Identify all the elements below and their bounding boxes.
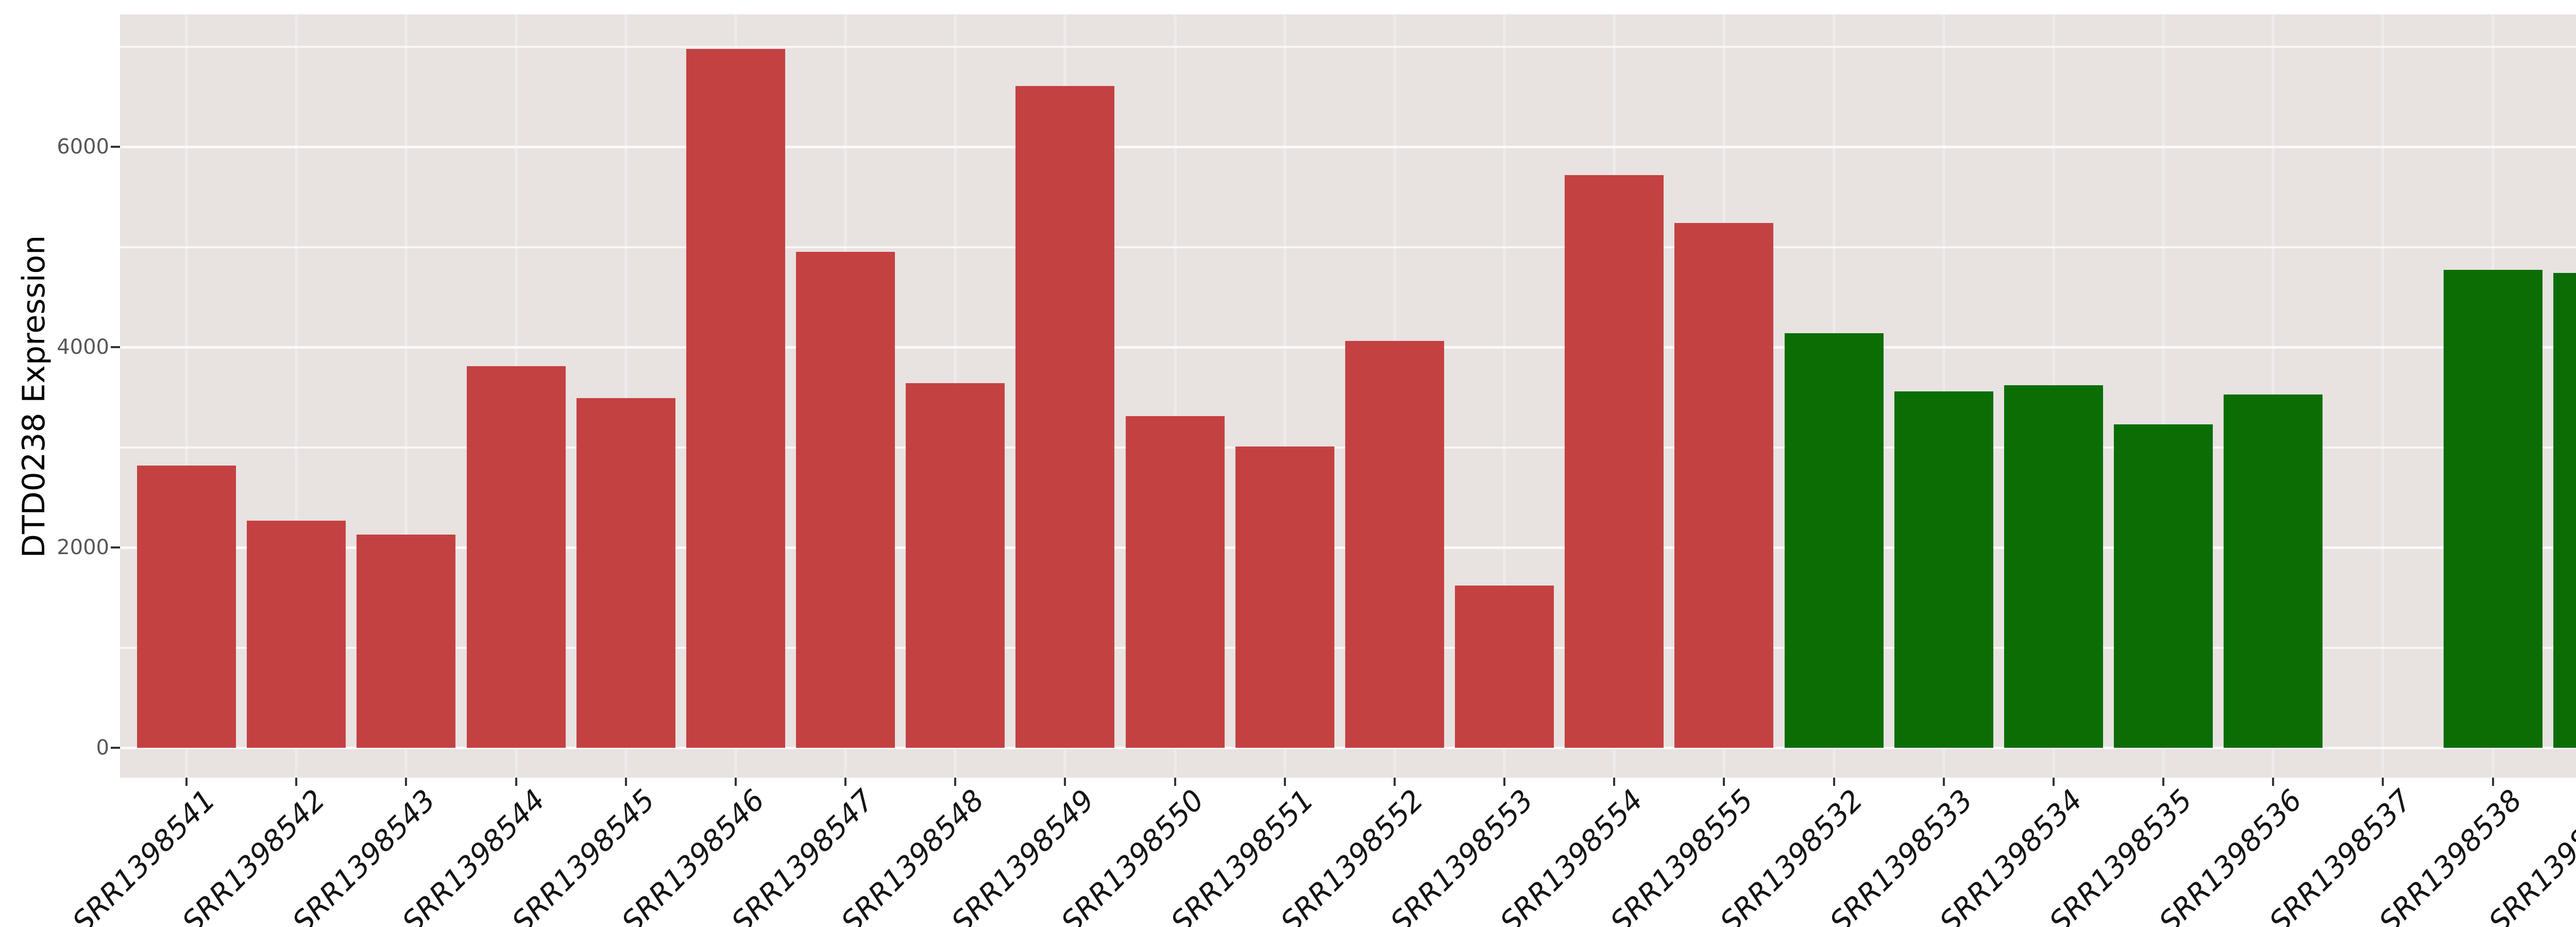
bar-SRR1398555 bbox=[1674, 223, 1774, 748]
bar-SRR1398544 bbox=[466, 366, 566, 748]
y-tick-label: 2000 bbox=[57, 536, 109, 560]
bar-SRR1398543 bbox=[357, 534, 456, 748]
gridline-vertical bbox=[2162, 14, 2165, 778]
bar-SRR1398546 bbox=[686, 48, 785, 748]
bar-SRR1398551 bbox=[1235, 446, 1334, 748]
bar-SRR1398533 bbox=[1894, 391, 1993, 748]
x-tick-mark bbox=[844, 778, 847, 786]
y-tick-mark bbox=[111, 747, 120, 749]
bar-SRR1398547 bbox=[796, 252, 895, 748]
gridline-vertical bbox=[624, 14, 628, 778]
gridline-vertical bbox=[404, 14, 408, 778]
y-tick-label: 4000 bbox=[57, 335, 109, 359]
x-tick-mark bbox=[954, 778, 957, 786]
x-tick-mark bbox=[1833, 778, 1835, 786]
x-tick-mark bbox=[1283, 778, 1286, 786]
x-tick-mark bbox=[295, 778, 298, 786]
gridline-vertical bbox=[1283, 14, 1286, 778]
x-tick-mark bbox=[1613, 778, 1616, 786]
x-tick-mark bbox=[1393, 778, 1396, 786]
bar-SRR1398542 bbox=[247, 520, 346, 748]
x-tick-mark bbox=[2162, 778, 2165, 786]
gridline-horizontal-minor bbox=[120, 246, 2576, 248]
bar-SRR1398532 bbox=[1784, 333, 1884, 748]
x-tick-mark bbox=[1723, 778, 1725, 786]
y-tick-mark bbox=[111, 346, 120, 349]
bar-SRR1398536 bbox=[2224, 394, 2323, 748]
x-tick-mark bbox=[185, 778, 188, 786]
x-tick-mark bbox=[405, 778, 408, 786]
bar-SRR1398538 bbox=[2443, 270, 2543, 748]
bar-SRR1398545 bbox=[576, 398, 675, 748]
gridline-vertical bbox=[2381, 14, 2385, 778]
gridline-horizontal-minor bbox=[120, 45, 2576, 48]
bar-SRR1398548 bbox=[906, 383, 1005, 748]
gridline-vertical bbox=[295, 14, 298, 778]
x-tick-mark bbox=[2052, 778, 2055, 786]
plot-panel bbox=[120, 14, 2576, 778]
bar-SRR1398554 bbox=[1565, 175, 1664, 748]
x-tick-mark bbox=[624, 778, 627, 786]
gridline-horizontal-major bbox=[120, 747, 2576, 749]
x-tick-mark bbox=[1503, 778, 1506, 786]
bar-SRR1398549 bbox=[1015, 85, 1115, 748]
x-tick-mark bbox=[2272, 778, 2275, 786]
gridline-horizontal-major bbox=[120, 146, 2576, 149]
y-axis-title: DTD0238 Expression bbox=[16, 235, 52, 558]
x-tick-mark bbox=[1064, 778, 1066, 786]
bar-SRR1398534 bbox=[2004, 385, 2103, 748]
y-tick-mark bbox=[111, 146, 120, 148]
x-tick-mark bbox=[2382, 778, 2384, 786]
x-tick-mark bbox=[1174, 778, 1176, 786]
y-tick-label: 6000 bbox=[57, 135, 109, 159]
gridline-vertical bbox=[1503, 14, 1506, 778]
bar-SRR1398539 bbox=[2553, 273, 2576, 748]
gridline-vertical bbox=[1173, 14, 1177, 778]
y-tick-mark bbox=[111, 546, 120, 549]
gridline-vertical bbox=[185, 14, 188, 778]
bar-SRR1398552 bbox=[1345, 341, 1444, 748]
bar-SRR1398550 bbox=[1125, 416, 1225, 748]
x-tick-mark bbox=[2492, 778, 2494, 786]
bar-SRR1398553 bbox=[1455, 585, 1554, 748]
x-tick-mark bbox=[515, 778, 517, 786]
x-tick-mark bbox=[734, 778, 737, 786]
bar-SRR1398535 bbox=[2114, 424, 2213, 748]
x-tick-mark bbox=[1942, 778, 1945, 786]
bar-SRR1398541 bbox=[137, 465, 236, 748]
y-tick-label: 0 bbox=[96, 736, 109, 760]
